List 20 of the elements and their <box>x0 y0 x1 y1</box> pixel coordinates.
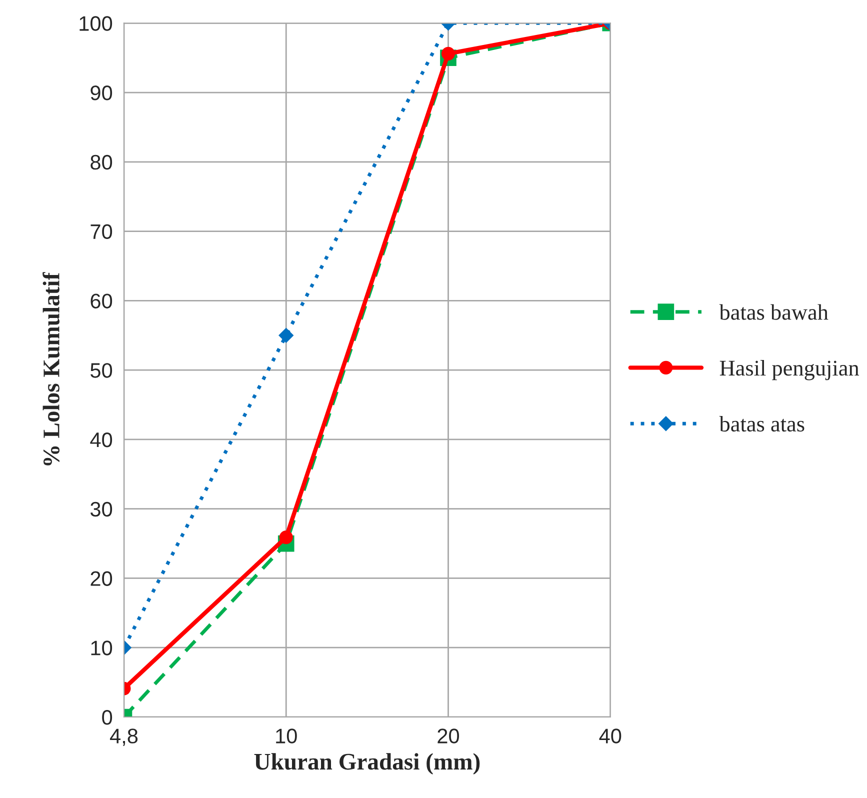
x-tick-label: 40 <box>599 728 622 744</box>
legend-label: batas bawah <box>719 304 828 320</box>
x-tick-label: 20 <box>438 728 460 744</box>
y-tick-label: 10 <box>91 640 112 656</box>
y-tick-label: 80 <box>90 154 112 170</box>
y-tick-label: 0 <box>102 710 112 725</box>
y-tick-label: 20 <box>90 571 112 586</box>
y-tick-label: 40 <box>90 432 112 448</box>
y-tick-label: 90 <box>90 86 112 100</box>
y-tick-label: 70 <box>90 224 112 240</box>
legend-label: batas atas <box>719 416 804 432</box>
y-tick-label: 50 <box>90 363 112 378</box>
x-axis-title: Ukuran Gradasi (mm) <box>254 753 480 775</box>
x-tick-label: 4,8 <box>110 728 138 746</box>
y-tick-label: 30 <box>90 502 112 517</box>
y-axis-title: % Lolos Kumulatif <box>42 272 60 466</box>
x-tick-label: 10 <box>276 728 297 744</box>
y-tick-label: 100 <box>80 16 112 31</box>
legend-label: Hasil pengujian <box>720 360 860 380</box>
y-tick-label: 60 <box>90 294 112 308</box>
